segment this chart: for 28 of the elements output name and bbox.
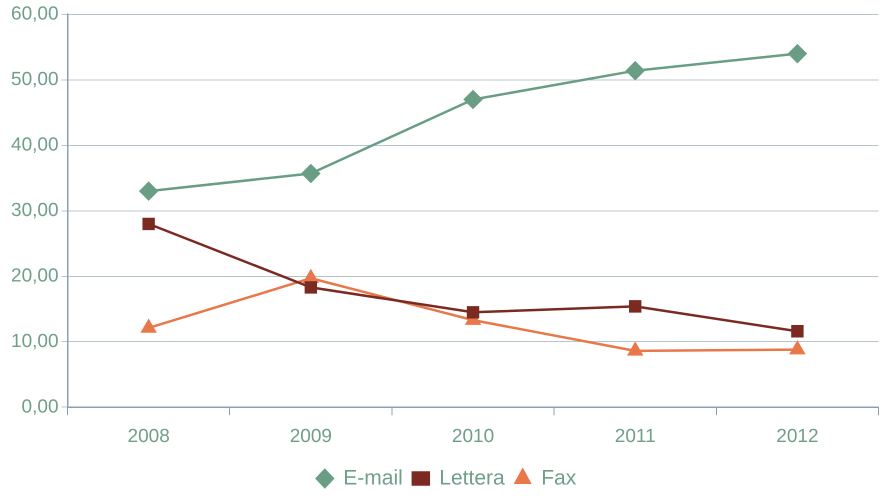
x-tick-label: 2012 bbox=[776, 426, 819, 447]
y-tick-label: 40,00 bbox=[11, 134, 59, 156]
point bbox=[142, 218, 155, 230]
y-tick-label: 0,00 bbox=[22, 396, 59, 418]
point bbox=[791, 325, 804, 338]
point bbox=[629, 300, 642, 313]
x-tick-label: 2009 bbox=[290, 426, 332, 447]
point bbox=[139, 182, 158, 200]
legend-label: Fax bbox=[541, 466, 577, 490]
y-tick-label: 20,00 bbox=[11, 266, 59, 286]
point bbox=[304, 281, 318, 294]
point bbox=[464, 90, 482, 109]
x-tick-label: 2011 bbox=[614, 426, 656, 447]
x-tick-label: 2010 bbox=[452, 426, 494, 447]
legend-label: E-mail bbox=[343, 466, 403, 490]
point bbox=[626, 61, 644, 80]
legend-label: Lettera bbox=[439, 466, 506, 490]
y-tick-label: 50,00 bbox=[11, 69, 59, 90]
point bbox=[628, 342, 643, 356]
point bbox=[788, 44, 807, 63]
x-tick-label: 2008 bbox=[128, 426, 170, 447]
point bbox=[790, 341, 805, 354]
y-tick-label: 10,00 bbox=[11, 330, 59, 352]
point bbox=[302, 164, 320, 183]
y-tick-label: 60,00 bbox=[11, 4, 59, 25]
point bbox=[141, 320, 156, 333]
point bbox=[466, 306, 480, 318]
y-tick-label: 30,00 bbox=[11, 200, 59, 222]
